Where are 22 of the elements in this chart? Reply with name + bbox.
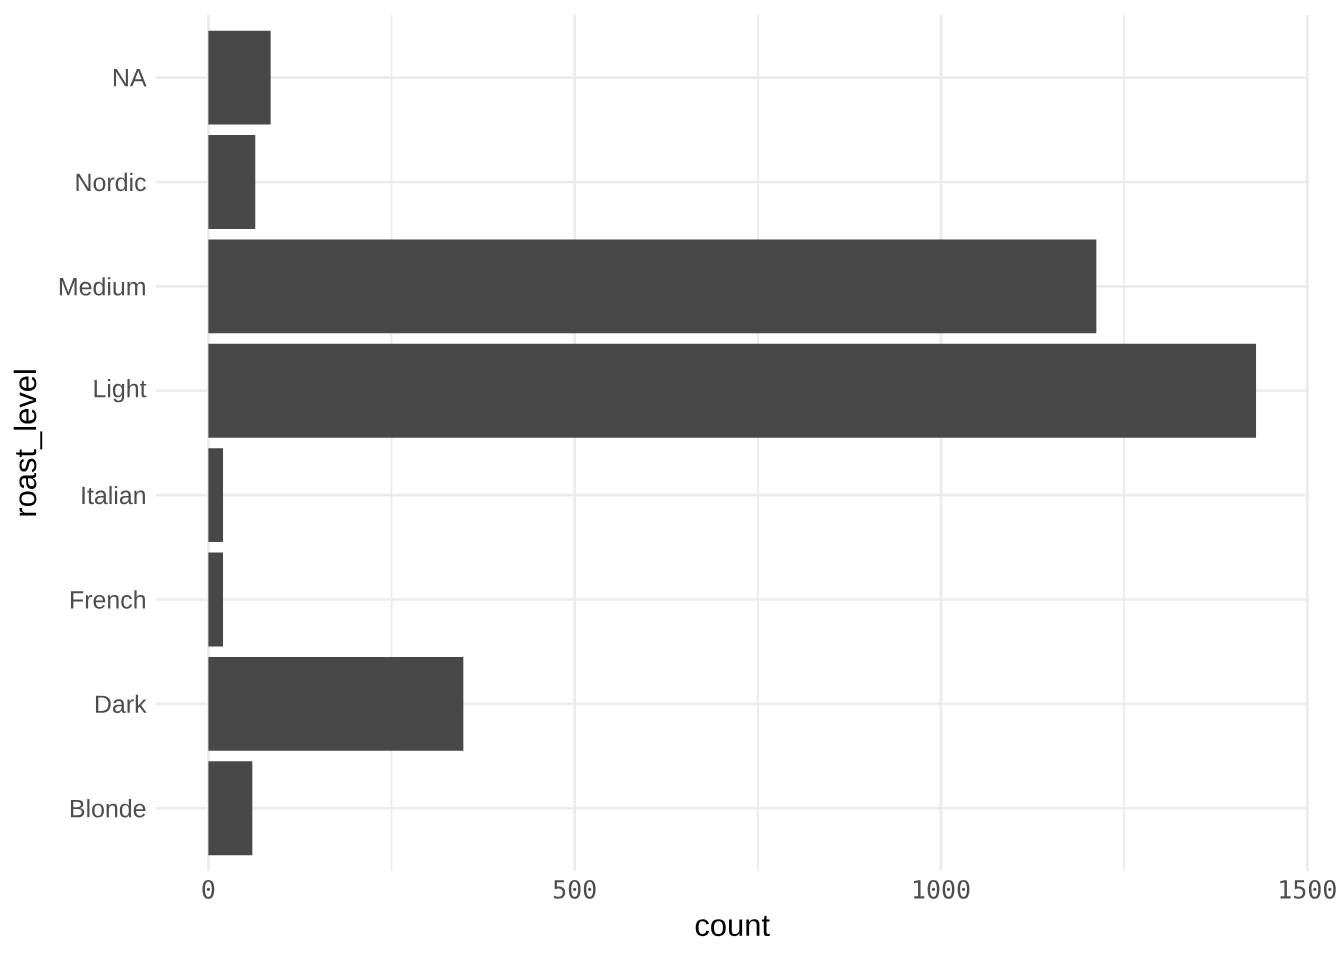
y-tick-label: French: [70, 590, 145, 609]
bar: [208, 30, 271, 125]
y-tick-label: Italian: [82, 486, 145, 505]
bar: [208, 761, 253, 856]
y-tick-label: Blonde: [70, 799, 146, 818]
y-axis-title: roast_level: [13, 370, 43, 516]
y-tick-label: NA: [113, 69, 147, 87]
y-tick-label: Medium: [59, 277, 145, 296]
bar: [208, 448, 224, 543]
x-tick-label: 1500: [1280, 880, 1336, 899]
x-tick-label: 1000: [913, 880, 970, 899]
y-tick-label: Nordic: [76, 172, 146, 192]
bar: [208, 135, 256, 230]
y-tick-label: Dark: [95, 694, 147, 714]
bar: [208, 239, 1097, 334]
x-tick-label: 0: [202, 880, 215, 899]
x-tick-label: 500: [553, 880, 596, 899]
bar: [208, 552, 224, 647]
x-axis-title: count: [695, 916, 770, 937]
y-tick-label: Light: [94, 379, 147, 403]
bar: [208, 657, 464, 752]
bar: [208, 343, 1257, 438]
